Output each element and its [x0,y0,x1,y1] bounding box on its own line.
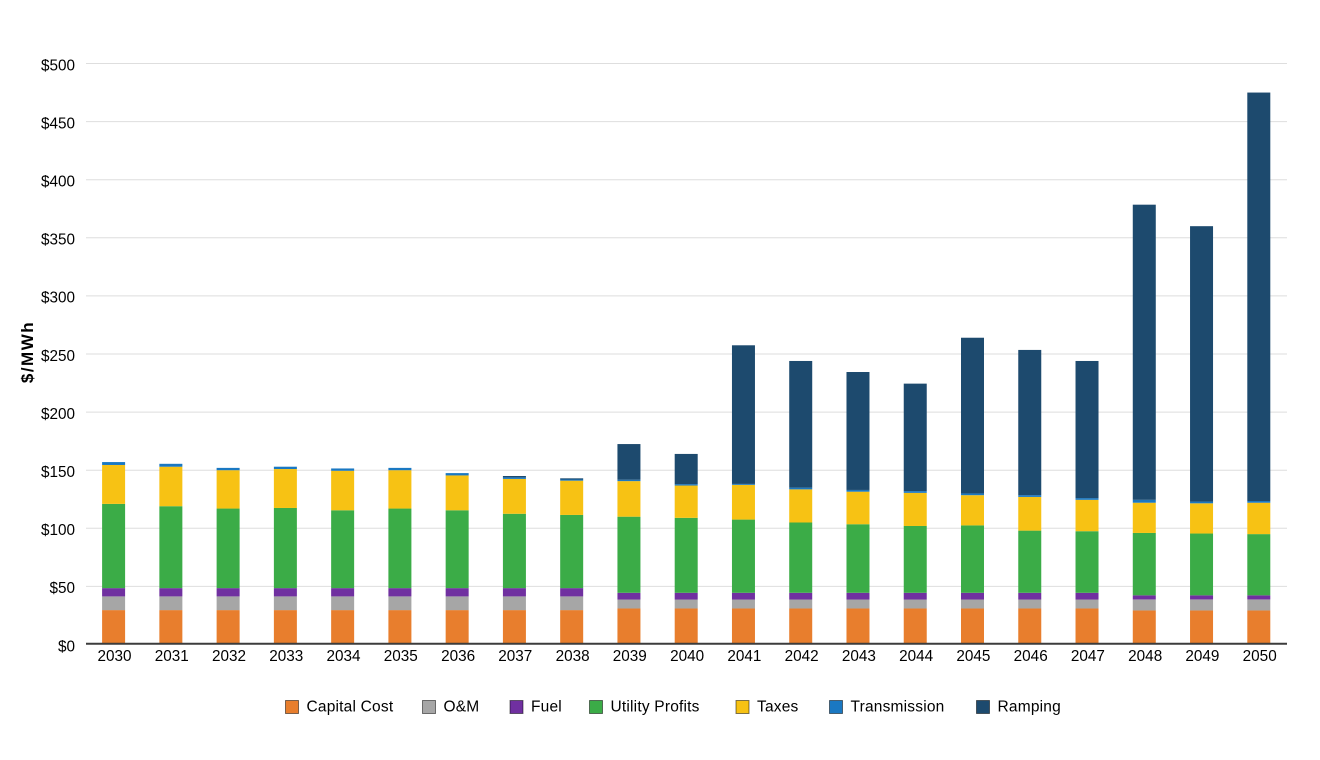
svg-text:$0: $0 [58,638,75,655]
svg-text:2044: 2044 [899,648,934,665]
svg-text:2050: 2050 [1243,648,1277,665]
svg-text:2048: 2048 [1128,648,1162,665]
svg-text:$450: $450 [41,115,75,132]
svg-text:Fuel: Fuel [531,699,562,716]
svg-text:2047: 2047 [1071,648,1105,665]
svg-text:2032: 2032 [212,648,246,665]
svg-text:2030: 2030 [97,648,131,665]
svg-text:2049: 2049 [1185,648,1219,665]
svg-text:2035: 2035 [384,648,418,665]
svg-text:2039: 2039 [613,648,647,665]
svg-text:2040: 2040 [670,648,704,665]
svg-text:2042: 2042 [785,648,819,665]
svg-text:2033: 2033 [269,648,303,665]
svg-text:2043: 2043 [842,648,876,665]
svg-text:Ramping: Ramping [998,699,1061,716]
svg-text:$150: $150 [41,464,75,481]
svg-text:$500: $500 [41,57,75,74]
svg-text:$100: $100 [41,522,75,539]
svg-text:$200: $200 [41,406,75,423]
svg-text:2045: 2045 [956,648,990,665]
svg-text:2034: 2034 [326,648,361,665]
svg-text:2036: 2036 [441,648,475,665]
svg-text:$300: $300 [41,290,75,307]
svg-text:$50: $50 [49,580,75,597]
svg-text:Utility Profits: Utility Profits [611,699,700,716]
svg-text:2038: 2038 [556,648,590,665]
svg-text:2041: 2041 [727,648,761,665]
svg-text:O&M: O&M [444,699,480,716]
svg-text:2046: 2046 [1014,648,1048,665]
svg-text:Taxes: Taxes [757,699,799,716]
svg-text:$350: $350 [41,232,75,249]
svg-text:$400: $400 [41,174,75,191]
svg-text:$/MWh: $/MWh [18,321,37,383]
svg-text:$250: $250 [41,348,75,365]
svg-text:Transmission: Transmission [851,699,945,716]
svg-text:Capital Cost: Capital Cost [307,699,394,716]
svg-text:2031: 2031 [155,648,189,665]
svg-text:2037: 2037 [498,648,532,665]
